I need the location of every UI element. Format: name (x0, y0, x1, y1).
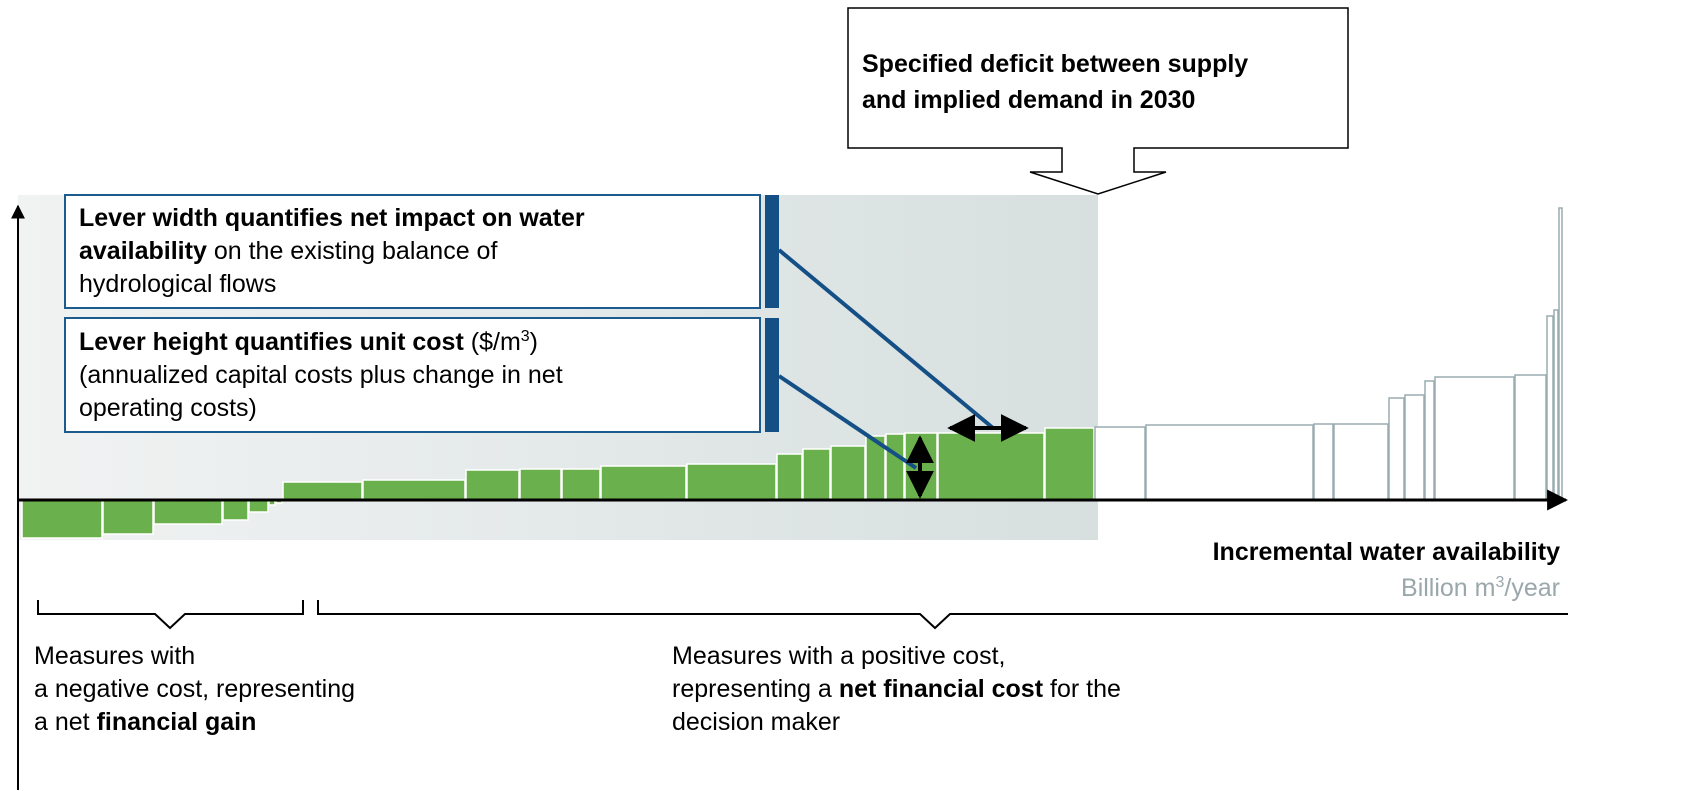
note-text: Measures with (34, 642, 195, 670)
text: 3 (1496, 574, 1505, 591)
lever-bar (885, 433, 905, 501)
width-text: Lever width quantifies net impact on wat… (79, 204, 585, 232)
text: financial gain (97, 708, 257, 736)
lever-bar (600, 465, 687, 501)
note-text: representing a net financial cost for the (672, 675, 1121, 703)
lever-bar (1388, 397, 1405, 501)
height-text: Lever height quantifies unit cost ($/m3) (79, 328, 538, 356)
width-box (64, 194, 761, 309)
lever-bar (222, 499, 249, 521)
callout-text: Specified deficit between supply (862, 50, 1248, 78)
x-axis-label: Incremental water availability (1213, 538, 1560, 566)
height-text: operating costs) (79, 394, 257, 422)
lever-bar (282, 481, 363, 501)
lever-bar (1424, 380, 1435, 501)
text: ) (530, 328, 538, 356)
note-text: Measures with a positive cost, (672, 642, 1005, 670)
note-text: a net financial gain (34, 708, 256, 736)
lever-bar (1514, 374, 1547, 501)
width-text: availability on the existing balance of (79, 237, 497, 265)
lever-bar (1333, 423, 1389, 501)
height-marker (765, 318, 779, 432)
lever-bar (802, 448, 831, 501)
lever-bar (686, 463, 777, 501)
text: a net (34, 708, 90, 736)
text: Lever height quantifies unit cost (79, 328, 464, 356)
lever-bar (465, 469, 520, 501)
lever-bar (1044, 427, 1095, 501)
text: 3 (521, 328, 530, 345)
connector (777, 248, 995, 430)
lever-bar (1094, 426, 1146, 501)
lever-bar (776, 453, 803, 501)
text: ($/m (471, 328, 521, 356)
lever-bar (248, 499, 269, 513)
lever-bar (1145, 424, 1314, 501)
lever-bar (1313, 423, 1334, 501)
text: for the (1050, 675, 1121, 703)
lever-bar (102, 499, 154, 535)
lever-bar (519, 468, 562, 501)
width-marker (765, 195, 779, 308)
bracket (37, 600, 304, 630)
text: net financial cost (839, 675, 1044, 703)
lever-bar (1434, 376, 1515, 501)
x-axis-unit: Billion m3/year (1401, 574, 1560, 602)
lever-bar (1546, 315, 1554, 501)
text: /year (1504, 574, 1560, 602)
text: Lever width quantifies net impact on wat… (79, 204, 585, 232)
lever-bar (153, 499, 223, 525)
text: Billion m (1401, 574, 1495, 602)
bracket (317, 600, 1568, 630)
lever-bar (1404, 394, 1425, 501)
text: on the existing balance of (214, 237, 498, 265)
note-text: decision maker (672, 708, 840, 736)
lever-bar (1558, 207, 1563, 501)
lever-bar (1553, 309, 1559, 501)
lever-bar (362, 479, 466, 501)
height-text: (annualized capital costs plus change in… (79, 361, 563, 389)
lever-bar (561, 468, 601, 501)
note-text: a negative cost, representing (34, 675, 355, 703)
lever-bar (21, 499, 103, 539)
width-text: hydrological flows (79, 270, 276, 298)
lever-bar (937, 432, 1045, 501)
text: availability (79, 237, 207, 265)
lever-bar (830, 445, 866, 501)
connector (777, 374, 918, 470)
text: representing a (672, 675, 832, 703)
height-box (64, 317, 761, 433)
callout-text: and implied demand in 2030 (862, 86, 1195, 114)
callout-box (847, 7, 1349, 195)
